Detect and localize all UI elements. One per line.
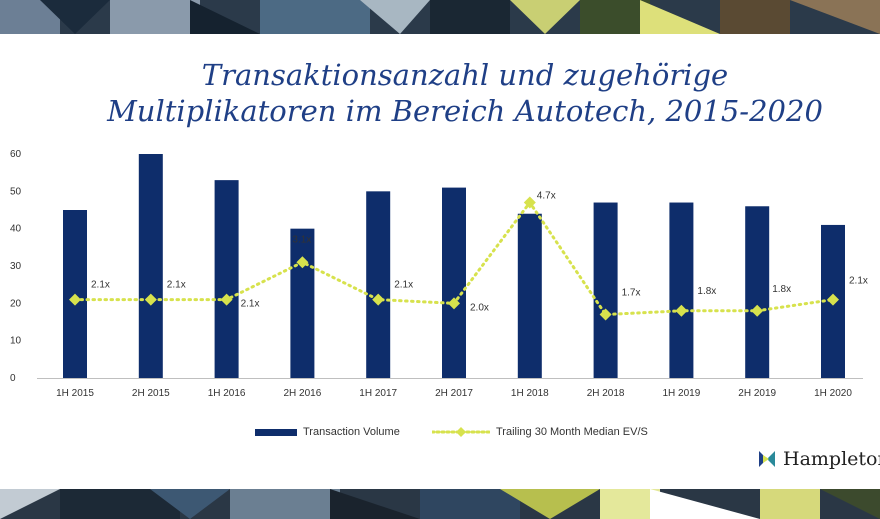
bar	[290, 228, 315, 378]
legend-swatch-line	[430, 427, 492, 437]
top-banner-graphic	[0, 0, 880, 34]
bar	[138, 154, 163, 378]
bar	[442, 187, 466, 378]
chart-title: Transaktionsanzahl und zugehörige Multip…	[0, 57, 880, 129]
chart-title-line-1: Transaktionsanzahl und zugehörige	[201, 58, 729, 92]
data-label: 1.7x	[622, 288, 641, 299]
y-tick-label: 20	[10, 298, 22, 309]
x-tick-label: 2H 2018	[587, 388, 625, 399]
ev-s-marker	[751, 304, 764, 317]
bar	[214, 180, 239, 378]
y-tick-label: 50	[10, 186, 22, 197]
y-tick-label: 60	[10, 149, 22, 160]
ev-s-marker	[296, 256, 309, 269]
hampleton-logo-mark	[759, 451, 775, 467]
x-tick-label: 1H 2018	[511, 388, 549, 399]
y-tick-label: 10	[10, 336, 22, 347]
bar-series	[63, 154, 845, 378]
ev-s-marker	[675, 304, 688, 317]
ev-s-marker	[523, 196, 536, 209]
top-photo-banner	[0, 0, 880, 34]
ev-s-marker	[599, 308, 612, 321]
ev-s-marker	[448, 297, 460, 310]
hampleton-logo: Hampleton	[757, 448, 880, 470]
x-tick-label: 1H 2019	[662, 388, 700, 399]
data-label: 2.1x	[849, 276, 868, 287]
legend-swatch-bar	[255, 428, 297, 436]
bar	[366, 191, 391, 378]
ev-s-marker	[827, 293, 839, 306]
data-label: 2.1x	[241, 299, 260, 310]
x-tick-label: 1H 2015	[56, 388, 94, 399]
ev-s-marker	[220, 293, 233, 306]
x-tick-label: 2H 2015	[132, 388, 170, 399]
legend-label-transaction-volume: Transaction Volume	[303, 426, 400, 438]
y-axis: 0 10 20 30 40 50 60	[10, 149, 22, 384]
bottom-photo-banner	[0, 489, 880, 519]
x-tick-label: 2H 2017	[435, 388, 473, 399]
data-label: 2.1x	[167, 280, 186, 291]
bottom-banner-graphic	[0, 489, 880, 519]
combo-chart: 0 10 20 30 40 50 60 2.1x 2.1x 2.1x 3.1x 2.1x 2.0x 4.…	[10, 149, 868, 399]
bar	[517, 213, 542, 378]
x-tick-label: 2H 2016	[283, 388, 321, 399]
data-label: 1.8x	[772, 284, 791, 295]
line-series: 2.1x 2.1x 2.1x 3.1x 2.1x 2.0x 4.7x 1.7x 1.8x 1.8x…	[69, 191, 868, 321]
data-label: 3.1x	[292, 234, 311, 245]
bar	[593, 202, 618, 378]
data-label: 2.0x	[470, 302, 489, 313]
bar	[669, 202, 694, 378]
y-tick-label: 0	[10, 373, 16, 384]
data-label: 2.1x	[394, 280, 413, 291]
bar	[745, 206, 770, 378]
y-tick-label: 30	[10, 261, 22, 272]
x-axis: 1H 2015 2H 2015 1H 2016 2H 2016 1H 2017 2H 20…	[37, 378, 863, 399]
legend-item-ev-s: Trailing 30 Month Median EV/S	[430, 426, 648, 438]
x-tick-label: 1H 2016	[208, 388, 246, 399]
y-tick-label: 40	[10, 224, 22, 235]
ev-s-marker	[372, 293, 385, 306]
hampleton-logo-text: Hampleton	[783, 448, 880, 470]
x-tick-label: 1H 2017	[359, 388, 397, 399]
x-tick-label: 2H 2019	[738, 388, 776, 399]
data-label: 4.7x	[537, 191, 556, 202]
legend-label-ev-s: Trailing 30 Month Median EV/S	[496, 426, 648, 438]
chart-title-line-2: Multiplikatoren im Bereich Autotech, 201…	[107, 94, 823, 128]
ev-s-marker	[69, 293, 81, 306]
x-tick-label: 1H 2020	[814, 388, 852, 399]
data-label: 1.8x	[697, 286, 716, 297]
ev-s-marker	[144, 293, 157, 306]
legend-item-transaction-volume: Transaction Volume	[255, 426, 400, 438]
data-label: 2.1x	[91, 280, 110, 291]
